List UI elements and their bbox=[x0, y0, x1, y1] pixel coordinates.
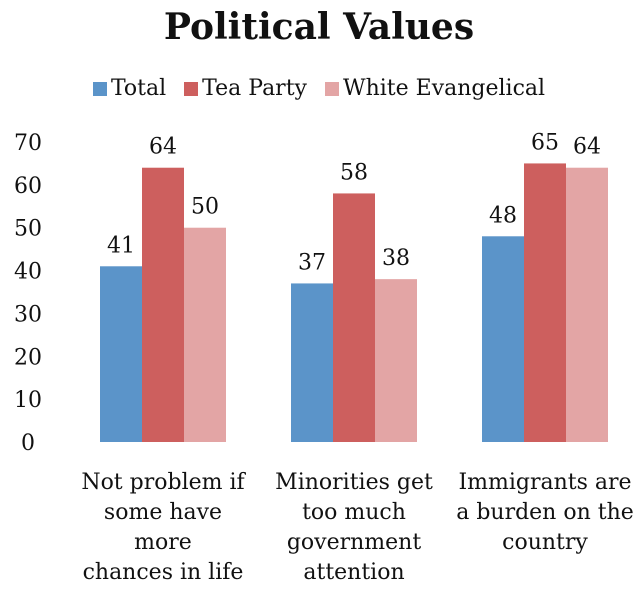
data-label: 38 bbox=[382, 246, 410, 271]
y-tick-label: 70 bbox=[14, 131, 42, 156]
category-label: Immigrants are a burden on the country bbox=[455, 468, 635, 558]
y-tick-label: 60 bbox=[14, 174, 42, 199]
bar bbox=[100, 266, 142, 442]
legend-label-total: Total bbox=[110, 76, 167, 101]
data-label: 64 bbox=[149, 135, 177, 160]
legend-item-tea-party: Tea Party bbox=[184, 76, 307, 101]
bar bbox=[524, 163, 566, 442]
data-label: 41 bbox=[107, 233, 135, 258]
data-label: 48 bbox=[489, 203, 517, 228]
legend-label-tea-party: Tea Party bbox=[202, 76, 307, 101]
legend-swatch-tea-party bbox=[184, 81, 199, 96]
legend: Total Tea Party White Evangelical bbox=[0, 76, 638, 101]
category-label-line: some have more bbox=[103, 500, 223, 555]
data-label: 64 bbox=[573, 135, 601, 160]
bar bbox=[566, 167, 608, 442]
data-label: 58 bbox=[340, 160, 368, 185]
y-tick-label: 0 bbox=[21, 431, 35, 456]
category-label-line: too much bbox=[302, 500, 406, 525]
bar bbox=[375, 279, 417, 442]
bar bbox=[291, 283, 333, 442]
bar bbox=[482, 236, 524, 442]
data-label: 50 bbox=[191, 195, 219, 220]
y-tick-label: 10 bbox=[14, 388, 42, 413]
data-label: 37 bbox=[298, 250, 326, 275]
legend-label-white-evangelical: White Evangelical bbox=[342, 76, 546, 101]
chart-title: Political Values bbox=[163, 6, 475, 48]
category-label-line: Immigrants are bbox=[458, 470, 632, 495]
legend-swatch-total bbox=[92, 81, 107, 96]
category-label-line: attention bbox=[303, 560, 405, 585]
category-label-line: Minorities get bbox=[275, 470, 433, 495]
legend-item-total: Total bbox=[92, 76, 167, 101]
bar bbox=[184, 227, 226, 442]
data-label: 65 bbox=[531, 130, 559, 155]
category-label-line: country bbox=[502, 530, 588, 555]
category-label-line: government bbox=[286, 530, 422, 555]
y-tick-label: 40 bbox=[14, 260, 42, 285]
category-label: Not problem if some have more chances in l… bbox=[73, 468, 253, 588]
y-tick-label: 50 bbox=[14, 217, 42, 242]
y-tick-label: 30 bbox=[14, 302, 42, 327]
bar bbox=[142, 167, 184, 442]
category-label-line: a burden on the bbox=[456, 500, 634, 525]
category-label-line: chances in life bbox=[82, 560, 244, 585]
legend-swatch-white-evangelical bbox=[324, 81, 339, 96]
bar bbox=[333, 193, 375, 442]
category-label-line: Not problem if bbox=[81, 470, 245, 495]
legend-item-white-evangelical: White Evangelical bbox=[324, 76, 546, 101]
category-label: Minorities get too much government attentio… bbox=[264, 468, 444, 588]
y-tick-label: 20 bbox=[14, 345, 42, 370]
